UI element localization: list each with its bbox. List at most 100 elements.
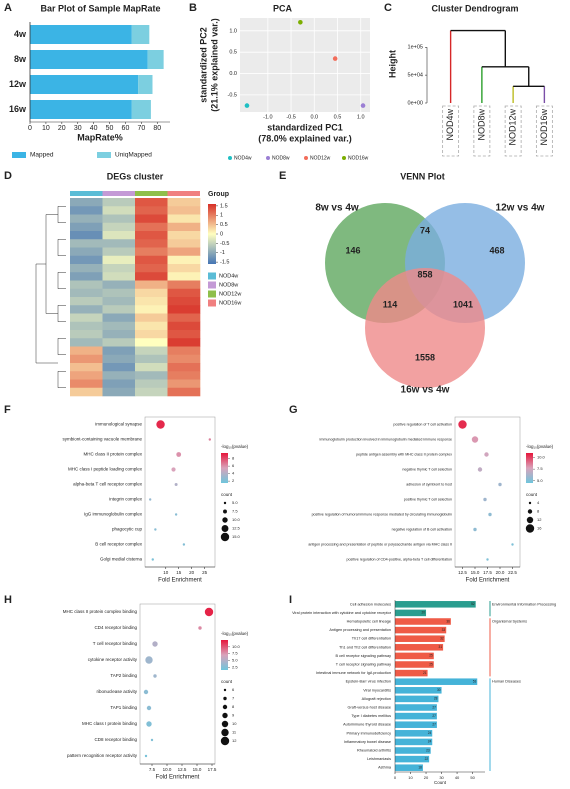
colorbar (221, 453, 228, 483)
size-legend-label: 10 (232, 721, 237, 726)
colorbar-label: -1.5 (220, 260, 229, 266)
dot (176, 452, 182, 457)
category-label: 16w (9, 104, 27, 114)
term-label: TAP2 binding (110, 673, 137, 678)
y-tick-label: 0.5 (229, 50, 237, 56)
size-legend-label: 4 (537, 500, 540, 505)
x-tick-label: 20 (424, 775, 429, 780)
heat-cell (135, 214, 168, 224)
size-legend-label: 6 (232, 687, 235, 692)
x-tick-label: 50 (470, 775, 475, 780)
term-label: MHC class I protein binding (82, 721, 138, 726)
term-label: TAP1 binding (110, 705, 137, 710)
colorbar-label: 0 (220, 231, 223, 237)
value-label: 27 (432, 714, 436, 718)
value-label: 31 (439, 645, 443, 649)
x-tick-label: 10 (163, 570, 169, 575)
bar (395, 652, 434, 660)
term-label: symbiont-containing vacuole membrane (62, 437, 142, 442)
bar (395, 712, 437, 720)
heat-cell (102, 330, 136, 339)
term-label: CD8 receptor binding (94, 737, 137, 742)
heat-cell (167, 255, 201, 265)
heat-cell (102, 297, 136, 306)
heat-cell (102, 272, 136, 281)
size-legend-label: 8 (232, 704, 235, 709)
term-label: peptide antigen assembly with MHC class … (356, 452, 452, 456)
category-label: Allograft rejection (362, 697, 391, 701)
heat-cell (167, 387, 201, 397)
term-label: negative thymic T cell selection (402, 467, 452, 471)
value-label: 27 (432, 705, 436, 709)
x-tick-label: 70 (137, 125, 145, 132)
chart-title: DEGs cluster (107, 171, 164, 181)
term-label: MHC class II protein complex (83, 452, 142, 457)
heat-cell (167, 363, 201, 372)
size-legend-dot (221, 728, 229, 737)
dot (182, 543, 186, 546)
x-tick-label: 80 (153, 125, 161, 132)
dot (471, 436, 479, 443)
size-legend-dot (222, 517, 228, 523)
dot (477, 467, 483, 472)
category-label: T cell receptor signaling pathway (336, 663, 391, 667)
heat-cell (70, 338, 103, 347)
term-label: positive regulation of T cell activation (393, 422, 452, 426)
heat-cell (135, 313, 168, 323)
term-label: immunological synapse (95, 422, 142, 427)
y-axis-title: (21.1% explained var.) (209, 18, 219, 112)
heat-cell (70, 198, 103, 207)
heat-cell (102, 387, 136, 397)
x-tick-label: 10.0 (163, 767, 172, 772)
x-tick-label: 20 (189, 570, 195, 575)
heat-cell (135, 338, 168, 347)
heat-cell (135, 206, 168, 215)
row-dendrogram (35, 214, 58, 364)
x-tick-label: 50 (106, 125, 114, 132)
heat-cell (167, 379, 201, 389)
region-count: 146 (345, 245, 360, 255)
dot (151, 558, 154, 561)
colorbar-label: 1 (220, 213, 223, 219)
heat-cell (135, 255, 168, 265)
panel-label: H (4, 594, 12, 606)
value-label: 36 (446, 619, 450, 623)
x-axis-title: Fold Enrichment (466, 578, 510, 584)
heat-cell (167, 288, 201, 298)
colorbar-label: 0.5 (220, 222, 228, 228)
category-label: Leishmaniasis (367, 757, 391, 761)
dot (483, 497, 487, 502)
x-tick-label: 7.5 (149, 767, 156, 772)
bar (395, 678, 478, 685)
legend-label: NOD4w (234, 155, 252, 161)
plot-frame (144, 416, 216, 568)
heat-cell (70, 272, 103, 281)
region-count: 1558 (415, 352, 435, 362)
x-tick-label: 0.0 (310, 114, 318, 120)
category-label: Rheumatoid arthritis (357, 749, 391, 753)
term-label: cytokine receptor activity (88, 657, 138, 662)
heat-cell (102, 354, 136, 364)
x-tick-label: 20.0 (496, 570, 505, 575)
heat-cell (102, 214, 136, 224)
panel-label: D (4, 170, 12, 182)
legend-label: NOD8w (272, 155, 290, 161)
size-legend-dot (223, 696, 227, 701)
bar-segment (131, 100, 151, 119)
leaf-label: NOD8w (476, 109, 486, 141)
x-tick-label: 0 (394, 775, 397, 780)
bar-segment (30, 100, 132, 119)
dot (146, 721, 152, 727)
colorbar-label: 5.0 (232, 658, 238, 663)
panel-label: B (189, 2, 197, 14)
term-label: MHC class II protein complex binding (63, 609, 138, 614)
term-label: alpha-beta T cell receptor complex (73, 482, 143, 487)
legend-label: NOD16w (348, 155, 369, 161)
heat-cell (102, 231, 136, 240)
size-legend-label: 10.0 (232, 517, 241, 522)
term-label: positive thymic T cell selection (404, 497, 452, 501)
group-bar (70, 191, 103, 196)
heat-cell (135, 288, 168, 298)
heat-cell (167, 313, 201, 323)
legend-swatch (208, 281, 216, 289)
